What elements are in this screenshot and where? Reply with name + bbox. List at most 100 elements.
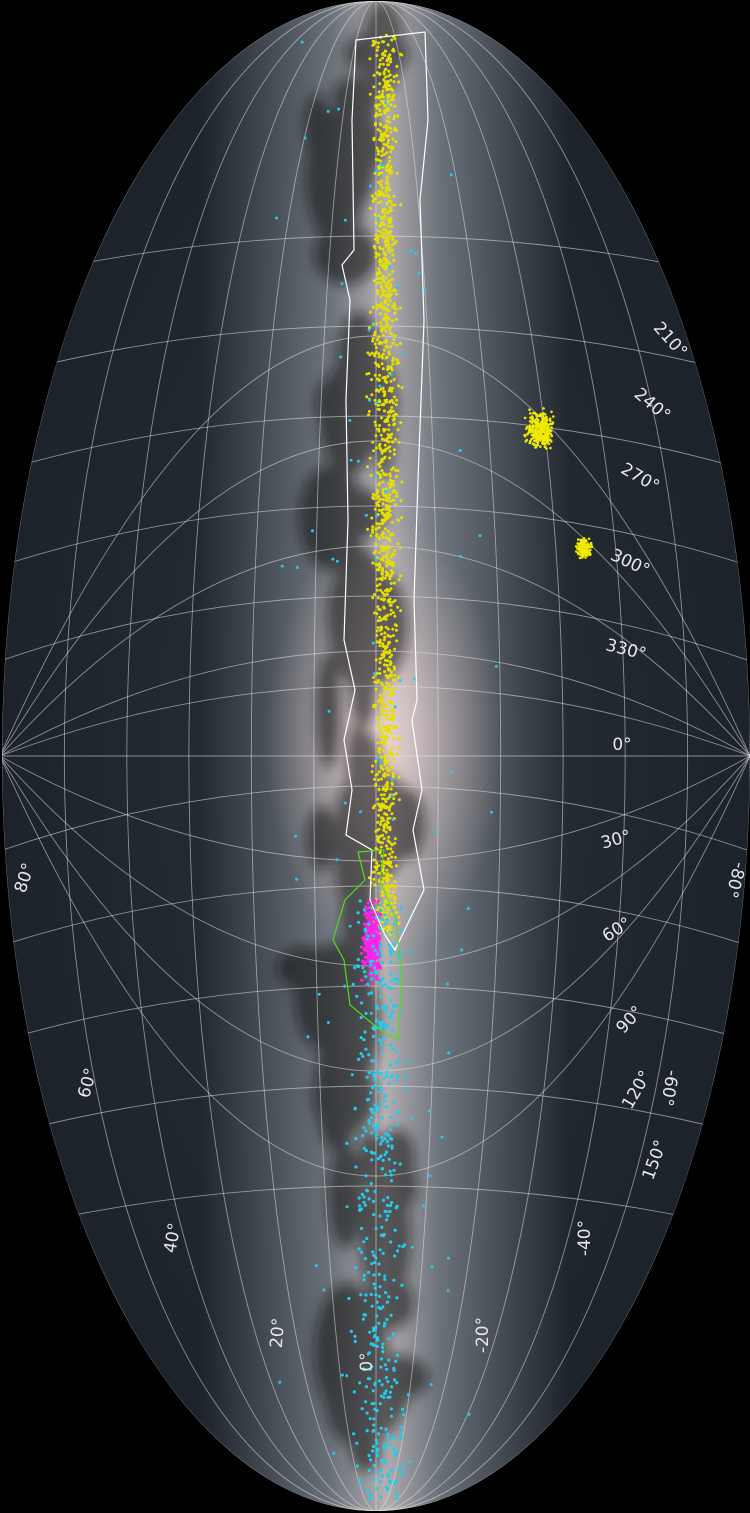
- star: [544, 436, 547, 439]
- star: [364, 1299, 367, 1302]
- star: [399, 574, 402, 577]
- star: [380, 231, 383, 234]
- star: [376, 821, 379, 824]
- star: [383, 349, 386, 352]
- star: [385, 285, 388, 288]
- dust-cloud: [335, 545, 376, 591]
- star: [400, 516, 403, 519]
- star: [388, 493, 391, 496]
- star: [395, 1296, 398, 1299]
- star: [369, 457, 372, 460]
- star: [411, 1246, 414, 1249]
- star: [381, 469, 384, 472]
- star: [380, 633, 383, 636]
- star: [385, 879, 388, 882]
- star: [384, 739, 387, 742]
- star: [390, 1138, 393, 1141]
- star: [430, 1383, 433, 1386]
- star: [467, 907, 470, 910]
- star: [369, 1091, 372, 1094]
- star: [373, 333, 376, 336]
- star: [381, 1474, 384, 1477]
- star: [371, 982, 374, 985]
- star: [381, 1383, 384, 1386]
- star: [382, 428, 385, 431]
- star: [390, 691, 393, 694]
- star: [391, 1029, 394, 1032]
- star: [384, 316, 387, 319]
- star: [387, 1337, 390, 1340]
- star: [390, 702, 393, 705]
- star: [301, 41, 304, 44]
- star: [375, 1227, 378, 1230]
- star: [371, 916, 374, 919]
- star: [379, 63, 382, 66]
- star: [400, 499, 403, 502]
- star: [378, 719, 381, 722]
- star: [379, 728, 382, 731]
- star: [399, 307, 402, 310]
- star: [378, 1214, 381, 1217]
- star: [390, 225, 393, 228]
- star: [353, 1335, 356, 1338]
- star: [377, 336, 380, 339]
- star: [376, 630, 379, 633]
- star: [365, 395, 368, 398]
- star: [339, 356, 342, 359]
- star: [388, 472, 391, 475]
- star: [375, 1071, 378, 1074]
- star: [373, 324, 376, 327]
- star: [369, 184, 372, 187]
- star: [388, 1396, 391, 1399]
- star: [370, 1262, 373, 1265]
- star: [582, 543, 585, 546]
- star: [359, 1293, 362, 1296]
- star: [383, 913, 386, 916]
- star: [390, 1415, 393, 1418]
- star: [590, 545, 593, 548]
- star: [382, 1234, 385, 1237]
- star: [377, 201, 380, 204]
- star: [375, 578, 378, 581]
- star: [380, 354, 383, 357]
- star: [387, 428, 390, 431]
- star: [377, 408, 380, 411]
- star: [394, 705, 397, 708]
- star: [375, 868, 378, 871]
- star: [364, 1257, 367, 1260]
- star: [384, 330, 387, 333]
- star: [393, 378, 396, 381]
- star: [540, 414, 543, 417]
- star: [393, 553, 396, 556]
- star: [370, 1402, 373, 1405]
- star: [372, 1073, 375, 1076]
- star: [356, 964, 359, 967]
- dust-cloud: [336, 1293, 365, 1347]
- star: [404, 1075, 407, 1078]
- star: [381, 1343, 384, 1346]
- star: [399, 679, 402, 682]
- star: [390, 931, 393, 934]
- star: [374, 41, 377, 44]
- star: [389, 710, 392, 713]
- star: [387, 769, 390, 772]
- star: [550, 426, 553, 429]
- star: [579, 539, 582, 542]
- star: [389, 1481, 392, 1484]
- star: [383, 638, 386, 641]
- dust-cloud: [306, 109, 364, 247]
- star: [380, 1459, 383, 1462]
- star: [394, 896, 397, 899]
- star: [385, 844, 388, 847]
- star: [370, 977, 373, 980]
- star: [381, 293, 384, 296]
- star: [395, 475, 398, 478]
- star: [372, 1417, 375, 1420]
- star: [380, 1394, 383, 1397]
- dust-cloud: [328, 1144, 363, 1248]
- star: [389, 387, 392, 390]
- star: [376, 105, 379, 108]
- star: [383, 1077, 386, 1080]
- star: [365, 1237, 368, 1240]
- star: [385, 345, 388, 348]
